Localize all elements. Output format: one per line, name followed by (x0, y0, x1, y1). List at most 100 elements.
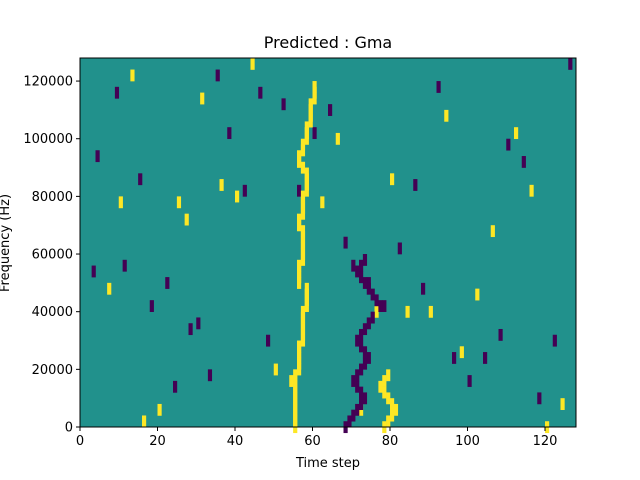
heatmap-cell (219, 179, 224, 191)
heatmap-cell (258, 86, 263, 99)
heatmap-cell (149, 300, 154, 312)
heatmap-cell (351, 409, 356, 422)
heatmap-cell (308, 98, 313, 111)
heatmap-cell (421, 282, 426, 295)
x-tick-label: 0 (76, 434, 84, 449)
heatmap-cell (304, 184, 309, 197)
heatmap-cell (467, 375, 472, 387)
heatmap-cell (568, 58, 573, 70)
heatmap-cell (351, 375, 356, 387)
heatmap-cell (355, 265, 360, 278)
heatmap-cell (122, 259, 127, 272)
heatmap-cell (428, 305, 433, 318)
heatmap-cell (188, 323, 193, 336)
x-tick-label: 80 (382, 434, 399, 449)
heatmap-cell (157, 403, 162, 416)
heatmap-cell (370, 288, 375, 301)
heatmap-cell (343, 236, 348, 249)
heatmap-cell (386, 369, 391, 382)
heatmap-cell (483, 352, 488, 364)
heatmap-cell (359, 340, 364, 353)
heatmap-cell (370, 311, 375, 324)
y-tick-label: 80000 (32, 190, 73, 205)
heatmap-cell (91, 265, 96, 278)
heatmap-cell (359, 259, 364, 272)
chart-title: Predicted : Gma (264, 33, 392, 52)
heatmap-cell (490, 225, 495, 238)
heatmap-cell (142, 415, 147, 428)
heatmap-cell (359, 398, 364, 410)
x-tick-label: 120 (533, 434, 558, 449)
heatmap-cell (374, 294, 379, 307)
heatmap-cell (521, 156, 526, 168)
y-tick-label: 60000 (32, 248, 73, 263)
heatmap-cell (552, 334, 557, 347)
x-tick-label: 60 (304, 434, 321, 449)
heatmap-cell (514, 127, 519, 140)
heatmap-cell (196, 317, 201, 330)
heatmap-cell (114, 86, 120, 99)
y-axis-ticks: 0 20000 40000 60000 80000 100000 120000 (23, 75, 80, 436)
heatmap-cell (386, 415, 391, 428)
heatmap-cell (378, 300, 383, 312)
heatmap-cell (362, 254, 368, 266)
plot-frame (79, 57, 577, 428)
heatmap-cell (293, 369, 298, 382)
heatmap-cell (382, 386, 387, 399)
heatmap-cell (390, 173, 395, 186)
heatmap-cell (215, 69, 220, 82)
heatmap-cell (405, 305, 410, 318)
heatmap-cell (359, 328, 364, 341)
heatmap-cell (355, 369, 360, 382)
heatmap-cell (118, 196, 123, 209)
y-tick-label: 40000 (32, 305, 73, 320)
heatmap-cell (393, 403, 399, 416)
y-tick-label: 100000 (23, 132, 73, 147)
heatmap-cell (227, 127, 232, 140)
heatmap-cell (374, 305, 379, 318)
heatmap-cell (335, 132, 340, 145)
heatmap-cell (366, 352, 371, 364)
x-tick-label: 100 (455, 434, 480, 449)
heatmap-cell (235, 190, 240, 203)
x-axis-label: Time step (295, 456, 360, 471)
heatmap-cell (165, 277, 170, 289)
heatmap-cell (173, 380, 178, 393)
y-tick-label: 20000 (32, 363, 73, 378)
heatmap-cell (347, 415, 352, 428)
y-tick-label: 0 (65, 421, 73, 436)
heatmap-cell (273, 363, 278, 376)
heatmap-cell (362, 392, 368, 405)
y-axis-label: Frequency (Hz) (0, 194, 13, 292)
heatmap-cell (289, 375, 294, 387)
heatmap-cell (359, 386, 364, 399)
heatmap-cell (176, 196, 182, 209)
heatmap-cell (304, 282, 309, 295)
heatmap-cell (300, 190, 306, 203)
heatmap-cell (382, 300, 387, 312)
heatmap-cell (452, 352, 457, 364)
heatmap-cell (366, 282, 371, 295)
heatmap-cell (297, 340, 302, 353)
heatmap-cell (304, 167, 309, 180)
heatmap-cell (498, 328, 503, 341)
heatmap-cell (366, 317, 371, 330)
heatmap-cell (320, 196, 325, 209)
heatmap-cell (281, 98, 286, 111)
heatmap-cell (359, 363, 364, 376)
heatmap-cell (138, 173, 143, 186)
heatmap-cell (130, 69, 135, 82)
heatmap-cell (355, 380, 360, 393)
x-tick-label: 40 (227, 434, 244, 449)
heatmap-cells (80, 58, 576, 434)
heatmap-cell (242, 184, 247, 197)
heatmap-cell (459, 346, 464, 359)
heatmap-cell (397, 242, 402, 255)
heatmap-cell (297, 213, 302, 226)
heatmap-cell (362, 323, 368, 336)
y-tick-label: 120000 (23, 75, 73, 90)
heatmap-cell (328, 104, 333, 116)
heatmap-cell (266, 334, 271, 347)
heatmap-cell (297, 184, 302, 197)
heatmap-cell (355, 403, 360, 416)
